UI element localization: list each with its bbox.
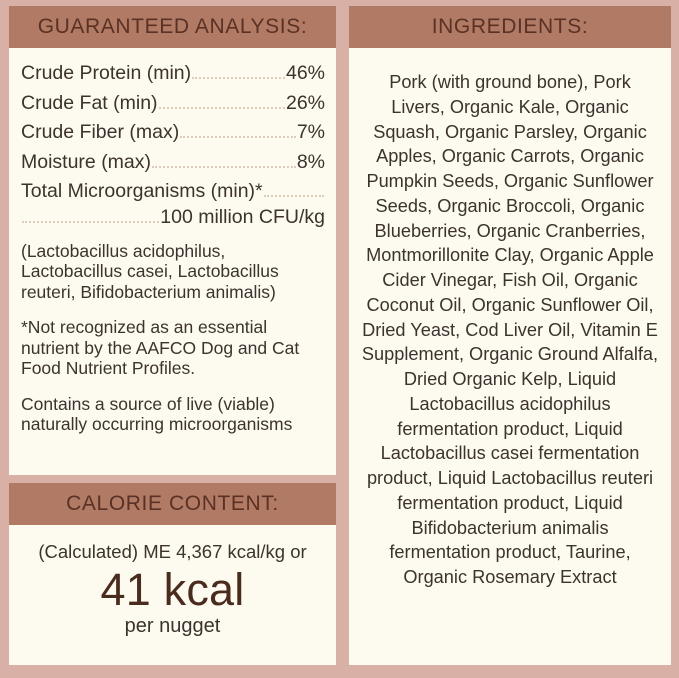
right-column: INGREDIENTS: Pork (with ground bone), Po… [349, 6, 671, 665]
calorie-content-header: CALORIE CONTENT: [9, 483, 336, 525]
ingredients-panel: INGREDIENTS: Pork (with ground bone), Po… [349, 6, 671, 665]
left-column: GUARANTEED ANALYSIS: Crude Protein (min)… [9, 6, 336, 665]
kcal-per-nugget-value: 41 kcal [100, 564, 245, 616]
guaranteed-analysis-body: Crude Protein (min) 46% Crude Fat (min) … [9, 48, 336, 443]
nutrient-name: Total Microorganisms (min)* [21, 180, 263, 202]
aafco-footnote: *Not recognized as an essential nutrient… [21, 317, 300, 379]
table-row: Moisture (max) 8% [21, 150, 325, 173]
guaranteed-analysis-rows: Crude Protein (min) 46% Crude Fat (min) … [21, 62, 325, 241]
dot-leader [192, 76, 285, 79]
table-row: Total Microorganisms (min)* [21, 180, 325, 202]
nutrient-value-continued: 100 million CFU/kg [160, 205, 325, 228]
nutrient-value: 7% [296, 121, 325, 143]
nutrient-name: Crude Fiber (max) [21, 121, 180, 143]
guaranteed-analysis-panel: GUARANTEED ANALYSIS: Crude Protein (min)… [9, 6, 336, 475]
probiotic-strains-note: (Lactobacillus acidophilus, Lactobacillu… [21, 241, 279, 302]
dot-leader [180, 135, 296, 138]
ingredients-header: INGREDIENTS: [349, 6, 671, 48]
calorie-content-panel: CALORIE CONTENT: (Calculated) ME 4,367 k… [9, 483, 336, 665]
live-microorganisms-note: Contains a source of live (viable) natur… [21, 393, 293, 435]
nutrient-value: 46% [285, 62, 325, 84]
calorie-content-body: (Calculated) ME 4,367 kcal/kg or 41 kcal… [9, 525, 336, 647]
nutrient-name: Crude Protein (min) [21, 62, 192, 84]
ingredients-list-text: Pork (with ground bone), Pork Livers, Or… [361, 72, 659, 587]
dot-leader [263, 194, 324, 197]
table-row: Crude Fiber (max) 7% [21, 121, 325, 143]
dot-leader [22, 220, 160, 223]
calculated-me-line: (Calculated) ME 4,367 kcal/kg or [38, 541, 307, 562]
table-row: Crude Fat (min) 26% [21, 91, 325, 114]
nutrient-value: 8% [296, 150, 325, 173]
table-row-continuation: 100 million CFU/kg [21, 205, 325, 228]
nutrient-value: 26% [285, 91, 325, 114]
nutrient-name: Moisture (max) [21, 150, 152, 173]
kcal-per-nugget-label: per nugget [124, 614, 221, 637]
guaranteed-analysis-header: GUARANTEED ANALYSIS: [9, 6, 336, 48]
table-row: Crude Protein (min) 46% [21, 62, 325, 84]
nutrient-name: Crude Fat (min) [21, 91, 158, 114]
dot-leader [158, 106, 285, 109]
dot-leader [152, 165, 296, 168]
